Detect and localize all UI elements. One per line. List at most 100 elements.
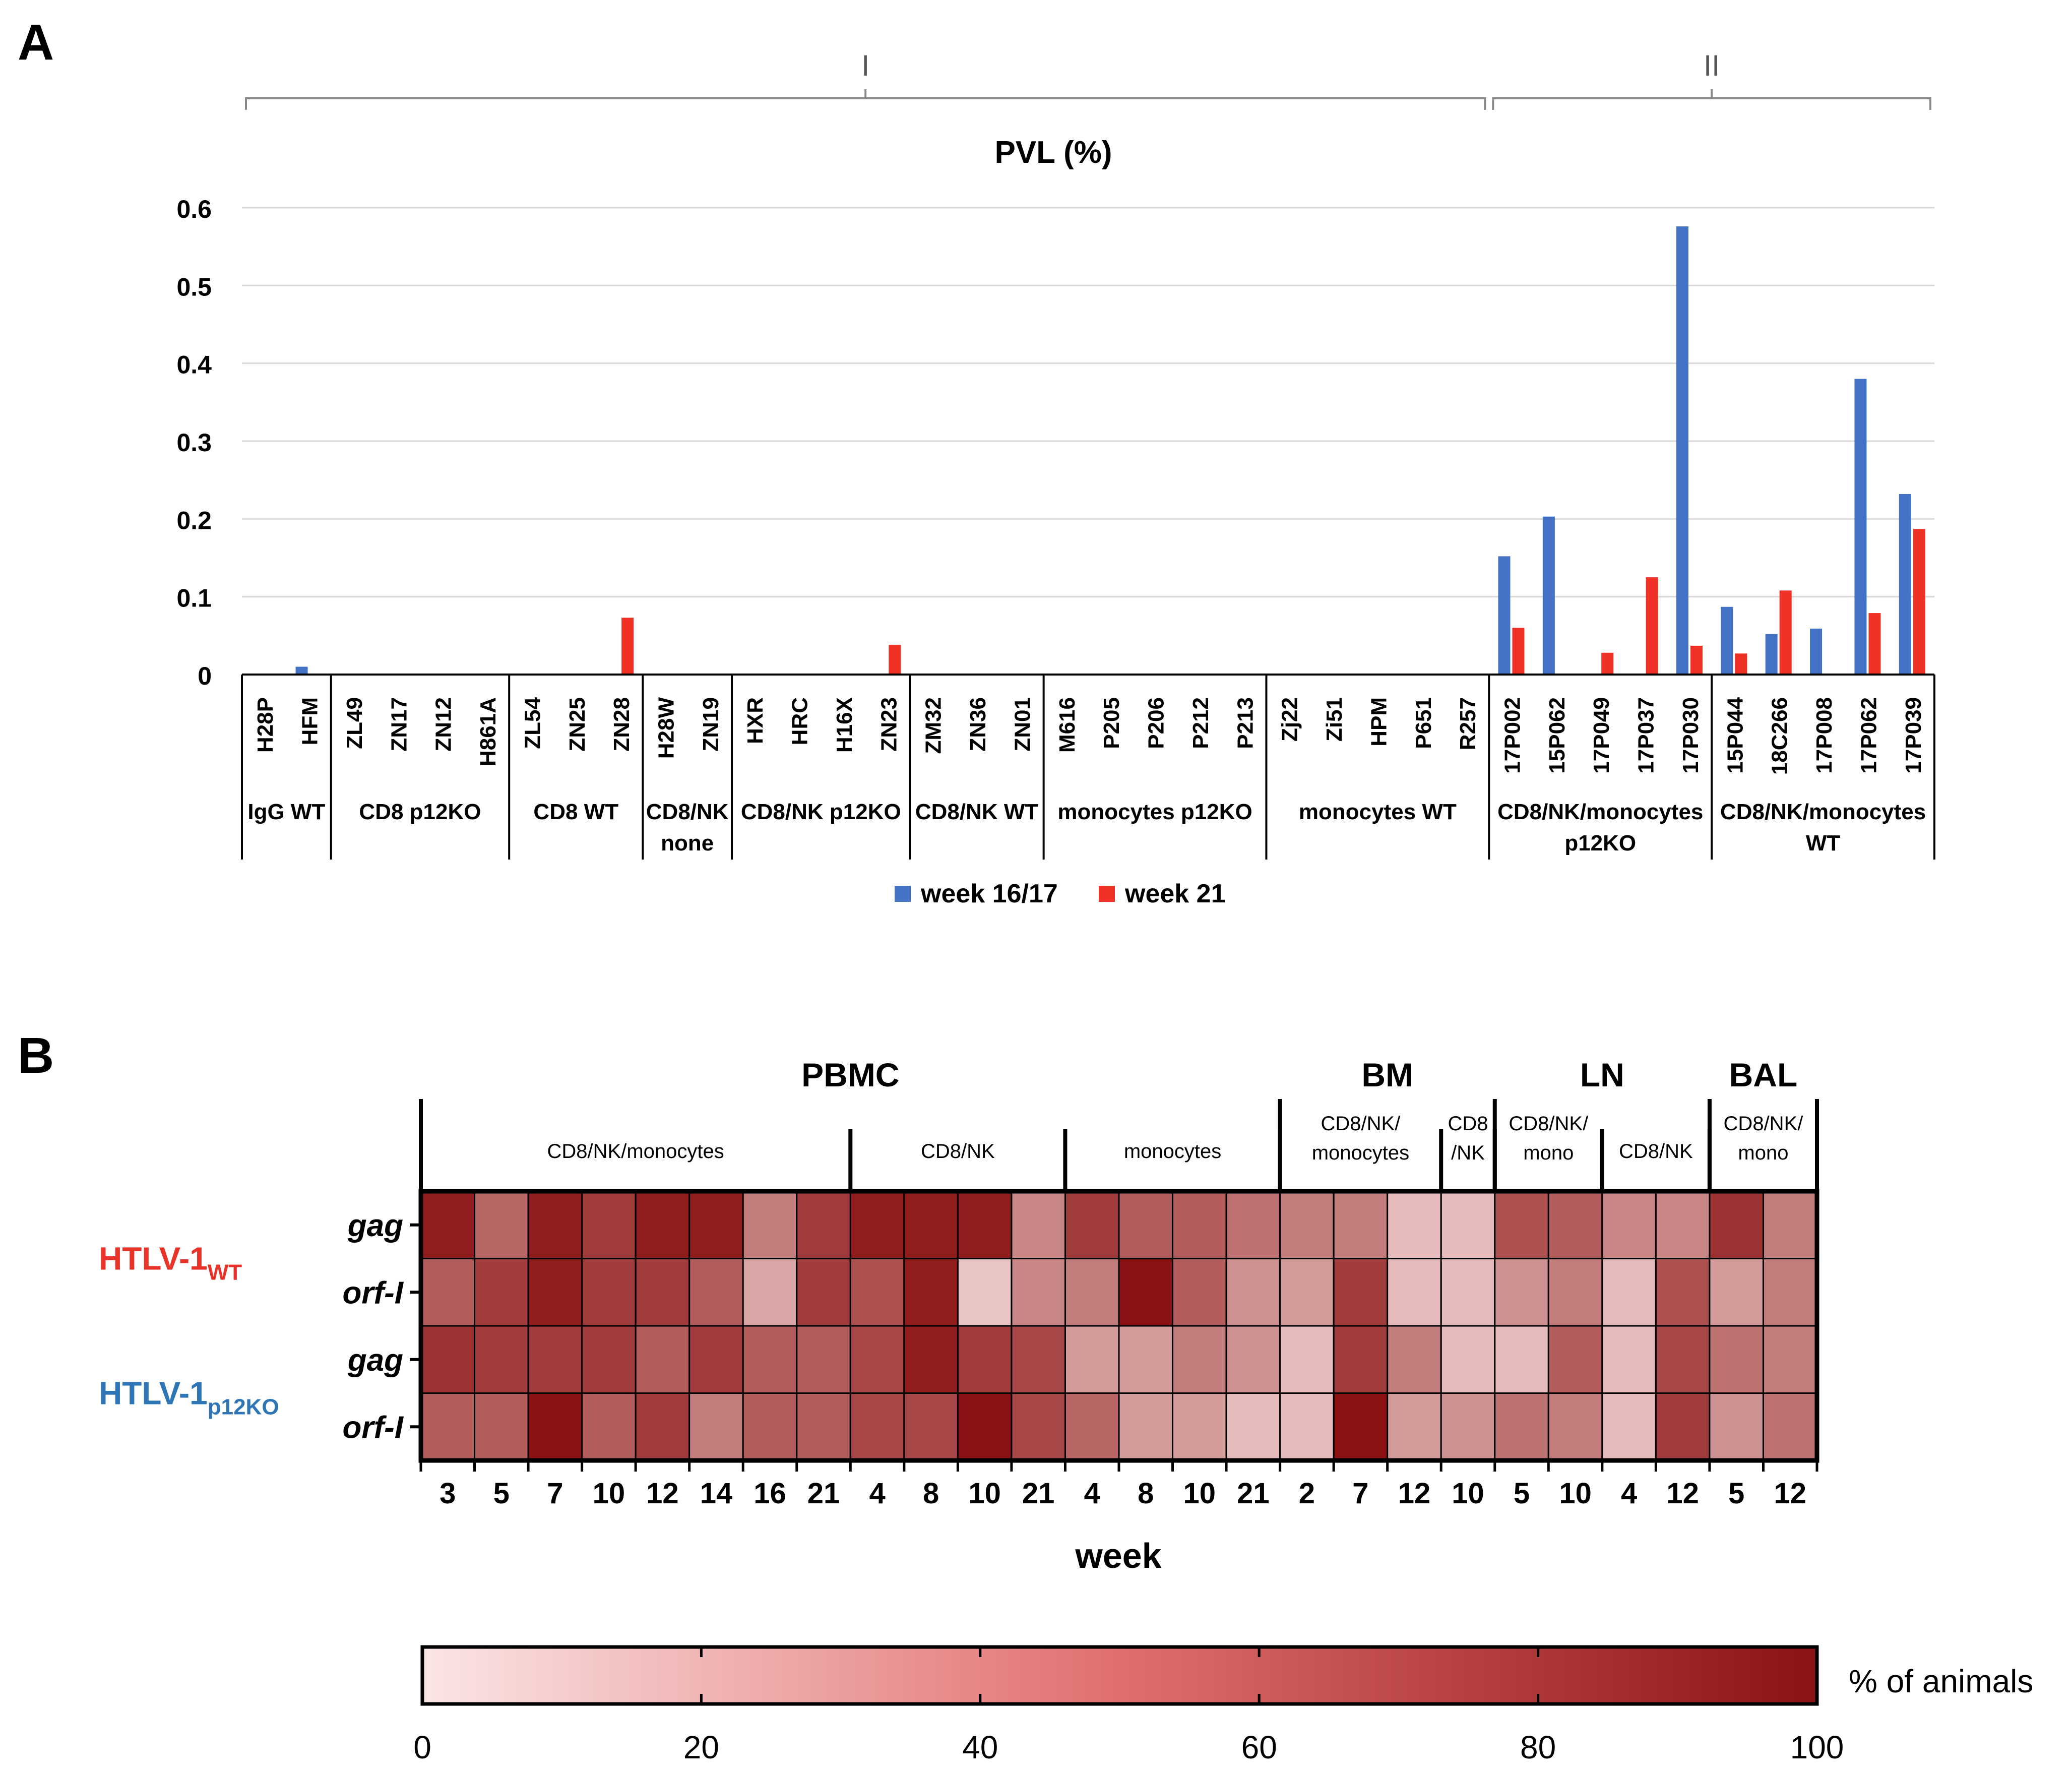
- week-tick-label: 14: [700, 1477, 733, 1510]
- heatmap-cell: [1172, 1392, 1227, 1461]
- heatmap-cell: [1762, 1190, 1818, 1259]
- x-category-label: H28W: [654, 697, 679, 759]
- heatmap-cell: [1172, 1258, 1227, 1327]
- heatmap-cell: [420, 1190, 476, 1259]
- y-tick-label: 0.1: [176, 584, 212, 613]
- x-category-label: 17P008: [1812, 697, 1837, 774]
- x-category-label: ZM32: [921, 697, 946, 754]
- phase-label: I: [861, 49, 869, 82]
- heatmap-cell: [1279, 1258, 1335, 1327]
- heatmap-cell: [742, 1325, 798, 1394]
- heatmap-cell: [957, 1325, 1013, 1394]
- group-label: p12KO: [1564, 831, 1636, 856]
- subgroup-label: CD8/NK: [921, 1140, 995, 1163]
- heatmap-cell: [581, 1392, 637, 1461]
- heatmap-cell: [581, 1258, 637, 1327]
- heatmap-cell: [1279, 1190, 1335, 1259]
- phase-bracket: [245, 89, 1486, 110]
- x-category-label: 17P039: [1901, 697, 1926, 774]
- y-tick-label: 0.4: [176, 351, 212, 379]
- bar-week-21-17P030: [1690, 645, 1703, 675]
- x-category-label: H28P: [253, 697, 278, 753]
- week-tick-label: 5: [1728, 1477, 1744, 1510]
- heatmap-cell: [957, 1190, 1013, 1259]
- group-label: WT: [1806, 831, 1841, 856]
- week-tick-label: 21: [1237, 1477, 1270, 1510]
- heatmap-cell: [1387, 1190, 1442, 1259]
- heatmap-cell: [1709, 1325, 1764, 1394]
- heatmap-cell: [1494, 1325, 1549, 1394]
- x-category-label: ZL49: [342, 697, 367, 749]
- heatmap-cell: [796, 1190, 851, 1259]
- heatmap-cell: [1440, 1325, 1496, 1394]
- x-category-label: ZN28: [609, 697, 634, 752]
- heatmap-cell: [1064, 1325, 1120, 1394]
- heatmap-cell: [1333, 1325, 1389, 1394]
- bar-week-16-17-18C266: [1765, 634, 1778, 675]
- heatmap-cell: [849, 1392, 905, 1461]
- heatmap-cell: [1118, 1258, 1174, 1327]
- heatmap-x-axis-label: week: [1075, 1536, 1161, 1575]
- heatmap-cell: [1172, 1190, 1227, 1259]
- week-tick-label: 10: [1452, 1477, 1484, 1510]
- heatmap-cell: [1225, 1190, 1281, 1259]
- subgroup-label: CD8/NK: [1619, 1140, 1693, 1163]
- heatmap-cell: [1225, 1258, 1281, 1327]
- x-category-label: 15P044: [1723, 697, 1747, 773]
- heatmap-cell: [527, 1325, 583, 1394]
- heatmap-cell: [1387, 1258, 1442, 1327]
- heatmap-cell: [1118, 1325, 1174, 1394]
- week-tick-label: 5: [1514, 1477, 1530, 1510]
- x-category-label: ZN36: [966, 697, 990, 752]
- heatmap-cell: [581, 1190, 637, 1259]
- subgroup-label: mono: [1523, 1142, 1574, 1164]
- group-label: CD8/NK: [646, 800, 729, 824]
- heatmap-cell: [1547, 1325, 1603, 1394]
- heatmap-cell: [1762, 1258, 1818, 1327]
- heatmap-cell: [474, 1258, 529, 1327]
- strain-label: HTLV-1p12KO: [99, 1375, 279, 1420]
- row-label-gag: gag: [347, 1343, 403, 1378]
- x-category-label: ZN23: [876, 697, 901, 752]
- strain-label: HTLV-1WT: [99, 1241, 242, 1285]
- heatmap-cell: [474, 1190, 529, 1259]
- x-category-label: P213: [1233, 697, 1258, 749]
- bar-week-16-17-HFM: [295, 666, 308, 675]
- heatmap-cell: [1333, 1392, 1389, 1461]
- bar-week-16-17-17P039: [1899, 494, 1911, 675]
- subgroup-label: CD8/NK/: [1509, 1113, 1589, 1135]
- colorbar-tick-label: 0: [413, 1729, 431, 1765]
- subgroup-label: CD8/NK/: [1724, 1113, 1804, 1135]
- x-category-label: HRC: [788, 697, 812, 745]
- heatmap-cell: [688, 1258, 744, 1327]
- x-category-label: Zi51: [1322, 697, 1347, 742]
- heatmap-cell: [1279, 1325, 1335, 1394]
- colorbar-gradient: [420, 1645, 1819, 1706]
- phase-brackets: I II: [245, 49, 1931, 110]
- heatmap-cell: [903, 1392, 959, 1461]
- panel-a-label: A: [18, 14, 54, 71]
- week-tick-label: 2: [1299, 1477, 1315, 1510]
- heatmap-cell: [1225, 1392, 1281, 1461]
- heatmap-cell: [1011, 1392, 1066, 1461]
- bar-week-21-17P037: [1646, 577, 1658, 675]
- x-category-label: 17P030: [1678, 697, 1703, 774]
- heatmap-cell: [474, 1325, 529, 1394]
- bar-week-16-17-17P062: [1854, 379, 1867, 675]
- x-category-label: P651: [1411, 697, 1436, 749]
- heatmap-cell: [420, 1325, 476, 1394]
- row-label-orf-I: orf-I: [342, 1410, 404, 1445]
- phase-label: II: [1704, 49, 1720, 82]
- bar-week-16-17-17P002: [1498, 556, 1511, 675]
- heatmap-cell: [1547, 1190, 1603, 1259]
- heatmap-cell: [1709, 1258, 1764, 1327]
- heatmap: PBMC BM LN BAL CD8/NK/monocytes CD8/NK monocy…: [99, 1056, 2033, 1765]
- x-category-label: P212: [1188, 697, 1213, 749]
- tissue-label: LN: [1580, 1056, 1624, 1093]
- week-tick-label: 12: [646, 1477, 679, 1510]
- week-tick-label: 4: [1084, 1477, 1100, 1510]
- heatmap-cell: [635, 1392, 690, 1461]
- heatmap-cell: [1440, 1392, 1496, 1461]
- heatmap-cell: [1494, 1392, 1549, 1461]
